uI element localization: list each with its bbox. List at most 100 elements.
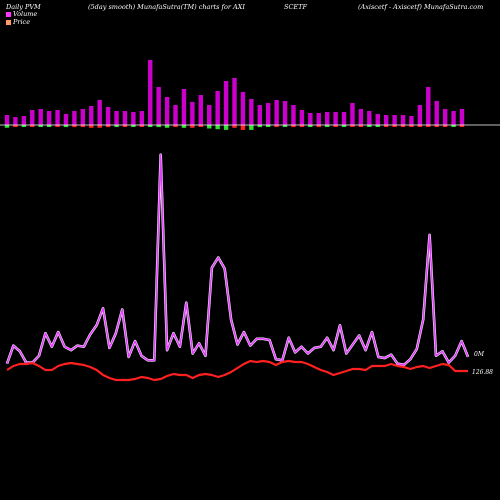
volume-bar	[341, 112, 347, 125]
volume-bar	[181, 89, 187, 125]
volume-bar	[383, 115, 389, 125]
price-change-bar	[358, 125, 364, 127]
price-change-bar	[375, 125, 380, 127]
price-change-bar	[240, 125, 246, 130]
price-value-label: 126.88	[472, 369, 493, 376]
volume-line	[6, 153, 469, 366]
volume-bar	[30, 110, 35, 125]
price-change-bar	[131, 125, 136, 127]
price-change-bar	[223, 125, 229, 130]
price-change-bar	[426, 125, 431, 127]
price-change-bar	[207, 125, 212, 129]
volume-bar	[38, 109, 43, 125]
volume-bar	[173, 105, 178, 125]
price-line	[6, 359, 468, 382]
volume-bar	[274, 100, 279, 125]
price-swatch	[6, 19, 11, 25]
volume-bar	[316, 113, 321, 125]
volume-bar	[417, 105, 423, 125]
price-change-bar	[156, 125, 161, 128]
price-change-bar	[63, 125, 69, 128]
price-change-bar	[164, 125, 170, 128]
price-change-bar	[257, 125, 262, 128]
series-lines	[5, 153, 470, 382]
chart-title: (5day smooth) MunafaSutra(TM) charts for…	[88, 3, 245, 11]
price-change-bar	[417, 125, 423, 127]
volume-bar	[131, 112, 136, 125]
price-change-bar	[442, 125, 448, 127]
volume-bar	[55, 110, 60, 125]
volume-bar	[333, 112, 338, 125]
volume-bars	[4, 60, 465, 130]
volume-bar	[299, 110, 305, 125]
volume-bar	[442, 109, 448, 125]
price-change-bar	[46, 125, 52, 127]
volume-bar	[198, 95, 203, 125]
price-change-bar	[198, 125, 203, 127]
price-change-bar	[97, 125, 102, 128]
volume-bar	[122, 111, 128, 125]
legend: Volume Price	[6, 10, 37, 26]
price-change-bar	[274, 125, 279, 127]
volume-bar	[46, 111, 52, 125]
volume-bar	[207, 105, 212, 125]
volume-bar	[324, 112, 330, 125]
price-change-bar	[55, 125, 60, 127]
volume-bar	[21, 116, 27, 125]
volume-bar	[240, 92, 246, 125]
price-change-bar	[122, 125, 128, 127]
volume-bar	[148, 60, 153, 125]
company-label: (Axiscetf - Axiscetf) MunafaSutra.com	[358, 3, 484, 11]
volume-bar	[4, 115, 10, 125]
volume-bar	[257, 105, 262, 125]
volume-value-label: 0M	[474, 351, 485, 358]
price-change-bar	[299, 125, 305, 127]
price-change-bar	[148, 125, 153, 127]
legend-label-volume: Volume	[13, 10, 38, 18]
volume-bar	[375, 114, 380, 125]
price-change-bar	[38, 125, 43, 127]
price-change-bar	[30, 125, 35, 127]
price-change-bar	[324, 125, 330, 127]
volume-bar	[308, 113, 313, 125]
volume-bar	[434, 101, 439, 125]
price-change-bar	[451, 125, 456, 127]
price-change-bar	[80, 125, 86, 127]
volume-bar	[63, 114, 69, 125]
volume-bar	[156, 87, 161, 125]
price-change-bar	[400, 125, 406, 127]
volume-bar	[97, 100, 102, 125]
volume-bar	[249, 99, 254, 125]
price-change-bar	[291, 125, 296, 128]
volume-bar	[80, 109, 86, 125]
price-change-bar	[367, 125, 372, 127]
volume-bar	[426, 87, 431, 125]
price-change-bar	[190, 125, 195, 128]
volume-bar	[459, 109, 465, 125]
price-change-bar	[282, 125, 288, 127]
price-change-bar	[333, 125, 338, 127]
price-change-bar	[173, 125, 178, 128]
price-change-bar	[459, 125, 465, 127]
volume-bar	[451, 111, 456, 125]
volume-bar	[392, 115, 397, 125]
price-change-bar	[266, 125, 271, 127]
volume-bar	[282, 101, 288, 125]
volume-bar	[190, 102, 195, 125]
legend-item-price: Price	[6, 18, 37, 26]
symbol-label: SCETF	[284, 3, 308, 11]
volume-bar	[400, 115, 406, 125]
price-change-bar	[21, 125, 27, 127]
legend-label-price: Price	[13, 18, 31, 26]
price-change-bar	[215, 125, 220, 130]
volume-bar	[350, 103, 355, 125]
volume-bar	[291, 105, 296, 125]
volume-line-halo	[5, 153, 470, 367]
price-change-bar	[13, 125, 18, 128]
volume-bar	[72, 111, 77, 125]
volume-bar	[13, 117, 18, 125]
volume-bar	[223, 81, 229, 125]
volume-bar	[215, 91, 220, 125]
